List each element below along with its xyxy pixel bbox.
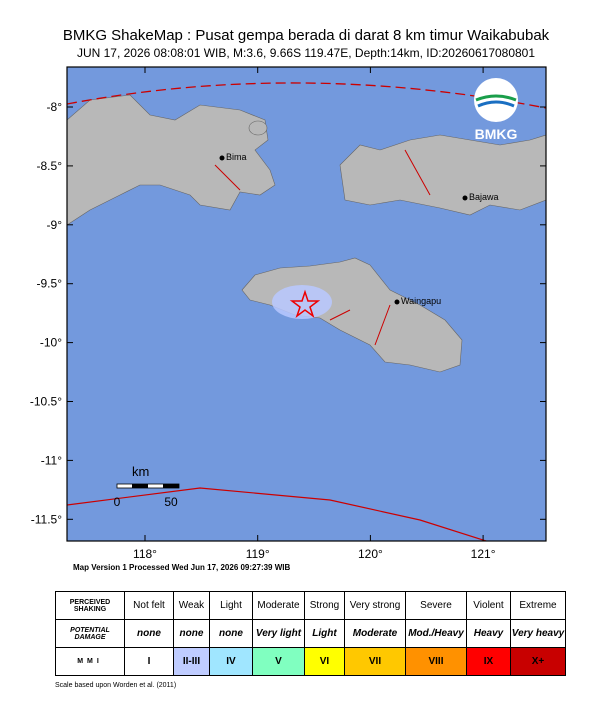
- lat-tick-label: -11°: [41, 453, 62, 467]
- legend-cell: Light: [304, 619, 345, 648]
- footer: Scale based upon Worden et al. (2011): [55, 682, 177, 689]
- map-version: Map Version 1 Processed Wed Jun 17, 2026…: [73, 563, 291, 572]
- lat-tick-label: -11.5°: [31, 512, 62, 526]
- legend-cell: Weak: [173, 591, 210, 620]
- legend-cell: Moderate: [252, 591, 305, 620]
- legend-row: POTENTIAL DAMAGE none none none Very light Li…: [55, 619, 566, 648]
- legend-cell: Not felt: [124, 591, 174, 620]
- legend-row: MMI I II-III IV V VI VII VIII IX X+: [55, 647, 566, 676]
- legend-cell: I: [124, 647, 174, 676]
- legend-cell: Light: [209, 591, 253, 620]
- scale-label: 0: [114, 495, 121, 509]
- city-label: Bajawa: [469, 192, 499, 202]
- legend-cell: Heavy: [466, 619, 511, 648]
- lat-tick-label: -10.5°: [30, 395, 62, 409]
- legend-cell: Severe: [405, 591, 467, 620]
- lat-tick-label: -8.5°: [37, 159, 63, 173]
- legend-row: PERCEIVED SHAKING Not felt Weak Light Modera…: [55, 591, 566, 620]
- lon-tick-label: 121°: [471, 547, 496, 561]
- lat-tick-label: -10°: [40, 336, 62, 350]
- legend-cell: Very strong: [344, 591, 406, 620]
- legend-cell: Moderate: [344, 619, 406, 648]
- scale-unit: km: [132, 464, 149, 479]
- legend-cell: II-III: [173, 647, 210, 676]
- legend-cell: VIII: [405, 647, 467, 676]
- city-label: Waingapu: [401, 296, 441, 306]
- map-figure: BMKG ShakeMap : Pusat gempa berada di da…: [30, 27, 550, 561]
- legend-cell: none: [124, 619, 174, 648]
- lat-tick-label: -9.5°: [37, 277, 63, 291]
- legend-cell: IV: [209, 647, 253, 676]
- legend-cell: X+: [510, 647, 566, 676]
- legend-cell: VI: [304, 647, 345, 676]
- legend-cell: Strong: [304, 591, 345, 620]
- island: [339, 134, 546, 216]
- island: [67, 94, 276, 226]
- legend-row-label: PERCEIVED SHAKING: [55, 591, 125, 620]
- lon-tick-label: 120°: [358, 547, 383, 561]
- legend-cell: VII: [344, 647, 406, 676]
- map: Bima Bajawa Waingapu km 0 50 BMKG: [67, 67, 546, 541]
- lat-tick-label: -9°: [47, 218, 63, 232]
- legend-cell: Very light: [252, 619, 305, 648]
- intensity-legend: PERCEIVED SHAKING Not felt Weak Light Modera…: [55, 591, 566, 676]
- legend-cell: none: [173, 619, 210, 648]
- city-label: Bima: [226, 152, 247, 162]
- legend-cell: Mod./Heavy: [405, 619, 467, 648]
- lon-tick-label: 118°: [133, 547, 157, 561]
- legend-cell: IX: [466, 647, 511, 676]
- logo: BMKG: [475, 126, 518, 142]
- legend-cell: Extreme: [510, 591, 566, 620]
- lon-tick-label: 119°: [246, 547, 270, 561]
- legend-cell: V: [252, 647, 305, 676]
- subtitle: JUN 17, 2026 08:08:01 WIB, M:3.6, 9.66S …: [77, 46, 535, 60]
- legend-row-label: MMI: [55, 647, 125, 676]
- legend-cell: none: [209, 619, 253, 648]
- scale-label: 50: [164, 495, 178, 509]
- legend-cell: Very heavy: [510, 619, 566, 648]
- title: BMKG ShakeMap : Pusat gempa berada di da…: [63, 27, 550, 44]
- legend-row-label: POTENTIAL DAMAGE: [55, 619, 125, 648]
- lat-tick-label: -8°: [47, 100, 63, 114]
- legend-cell: Violent: [466, 591, 511, 620]
